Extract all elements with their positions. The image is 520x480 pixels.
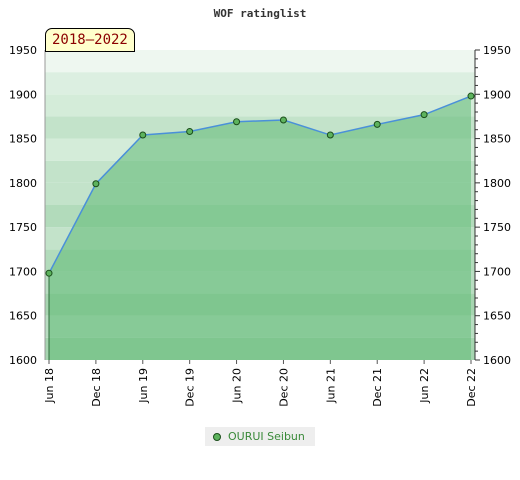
x-tick-label: Dec 18 bbox=[90, 368, 103, 407]
x-tick-label: Jun 22 bbox=[418, 368, 431, 404]
legend-marker-icon bbox=[213, 432, 221, 441]
series-line bbox=[48, 95, 472, 274]
y-tick-label-right: 1950 bbox=[483, 44, 511, 57]
y-tick-label-left: 1850 bbox=[9, 133, 37, 146]
x-tick-label: Dec 19 bbox=[184, 368, 197, 407]
series-area bbox=[49, 96, 471, 361]
legend-label: OURUI Seibun bbox=[228, 430, 305, 443]
data-point bbox=[373, 120, 381, 128]
data-point bbox=[139, 131, 147, 139]
y-tick-label-left: 1800 bbox=[9, 177, 37, 190]
y-tick-label-left: 1700 bbox=[9, 265, 37, 278]
x-tick-label: Dec 22 bbox=[465, 368, 478, 407]
grid-band bbox=[45, 50, 475, 73]
x-tick-label: Jun 18 bbox=[43, 368, 56, 404]
x-tick-label: Jun 19 bbox=[137, 368, 150, 404]
y-tick-label-right: 1600 bbox=[483, 354, 511, 367]
marker-layer bbox=[45, 92, 475, 277]
y-tick-label-right: 1700 bbox=[483, 265, 511, 278]
data-point bbox=[326, 131, 334, 139]
y-tick-label-right: 1900 bbox=[483, 88, 511, 101]
x-tick-label: Jun 21 bbox=[324, 368, 337, 404]
legend[interactable]: OURUI Seibun bbox=[205, 427, 315, 446]
x-tick-label: Dec 20 bbox=[277, 368, 290, 407]
area-layer bbox=[49, 96, 471, 361]
data-point bbox=[92, 180, 100, 188]
line-layer bbox=[48, 95, 472, 360]
data-point bbox=[233, 118, 241, 126]
x-tick-label: Jun 20 bbox=[231, 368, 244, 404]
y-tick-label-right: 1800 bbox=[483, 177, 511, 190]
y-tick-label-left: 1750 bbox=[9, 221, 37, 234]
y-tick-label-left: 1650 bbox=[9, 310, 37, 323]
y-tick-label-left: 1950 bbox=[9, 44, 37, 57]
y-tick-label-left: 1600 bbox=[9, 354, 37, 367]
data-point bbox=[45, 269, 53, 277]
data-point bbox=[186, 127, 194, 135]
axes-layer: 1600 1600 1650 1650 1700 1700 1750 1750 1800 1800… bbox=[9, 44, 511, 407]
y-tick-label-right: 1850 bbox=[483, 133, 511, 146]
grid-band bbox=[45, 94, 475, 117]
data-point bbox=[467, 92, 475, 100]
date-range-badge: 2018–2022 bbox=[45, 28, 135, 52]
y-tick-label-left: 1900 bbox=[9, 88, 37, 101]
data-point bbox=[420, 111, 428, 119]
data-point bbox=[279, 116, 287, 124]
chart-title: WOF ratinglist bbox=[214, 7, 307, 20]
y-tick-label-right: 1650 bbox=[483, 310, 511, 323]
x-tick-label: Dec 21 bbox=[371, 368, 384, 407]
grid-band bbox=[45, 72, 475, 95]
y-tick-label-right: 1750 bbox=[483, 221, 511, 234]
